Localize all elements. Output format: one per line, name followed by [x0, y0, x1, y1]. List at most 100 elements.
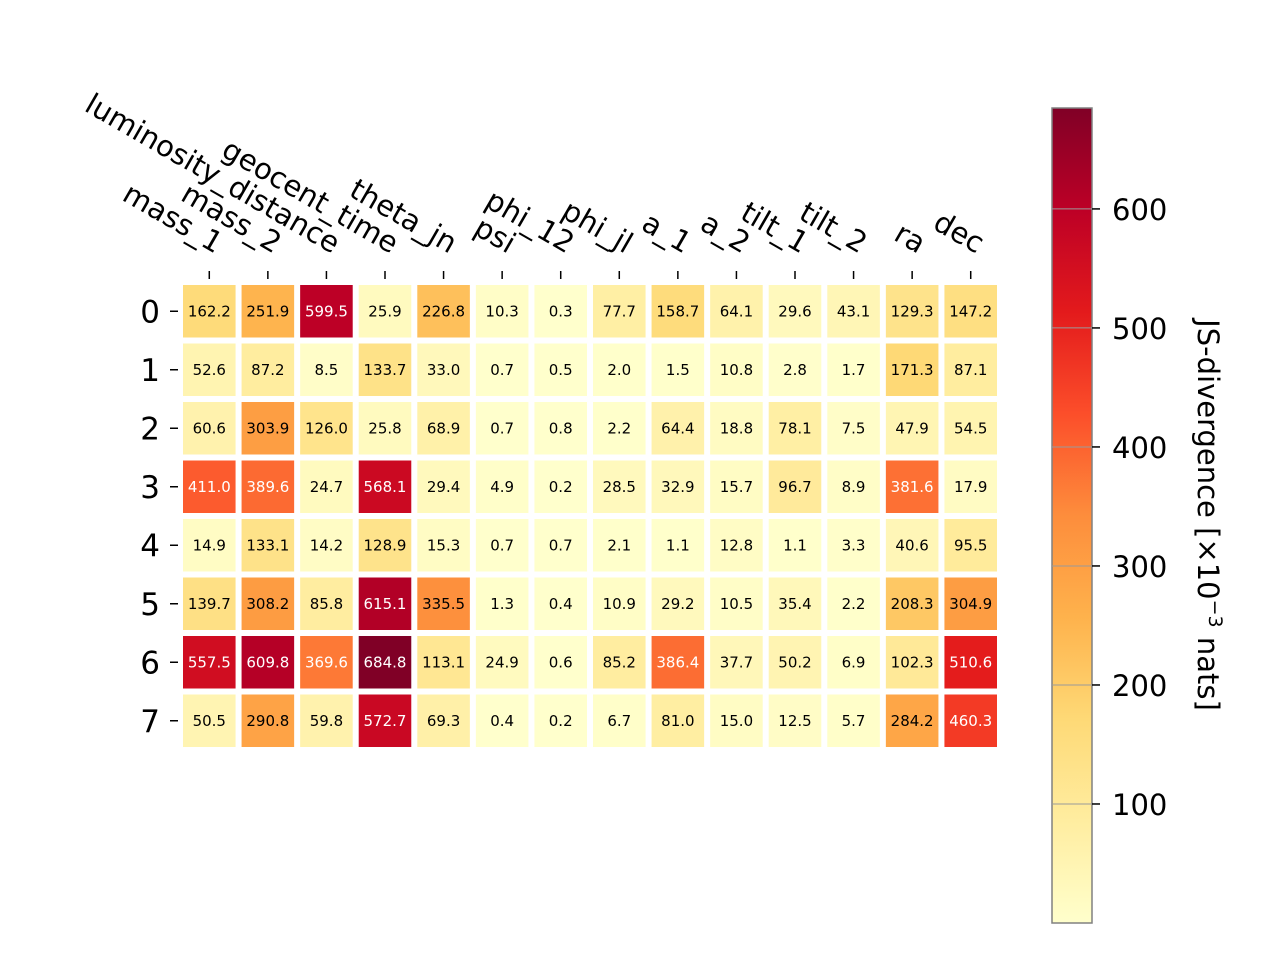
heatmap-cell: [241, 577, 295, 630]
cell-value-label: 14.2: [310, 536, 343, 554]
cell-value-label: 303.9: [246, 419, 289, 437]
heatmap-cell: [358, 285, 412, 338]
cell-value-label: 68.9: [427, 419, 460, 437]
cell-value-label: 0.7: [490, 536, 514, 554]
heatmap-cell: [183, 460, 236, 513]
heatmap-cell: [534, 577, 587, 630]
cell-value-label: 10.5: [720, 595, 753, 613]
heatmap-cell: [417, 519, 470, 572]
heatmap-cell: [300, 402, 353, 455]
heatmap-cell: [944, 402, 997, 455]
heatmap-cell: [827, 402, 880, 455]
cell-value-label: 15.0: [720, 712, 753, 730]
heatmap-cell: [710, 343, 763, 396]
heatmap-cell: [475, 694, 529, 747]
heatmap-cell: [300, 636, 353, 689]
heatmap-cell: [300, 694, 353, 747]
heatmap-cell: [768, 636, 822, 689]
cell-value-label: 568.1: [364, 478, 407, 496]
colorbar-ticks: 100 200 300 400 500 600: [1052, 193, 1167, 822]
heatmap-cell: [885, 577, 939, 630]
heatmap-cell: [534, 402, 587, 455]
heatmap-cell: [885, 402, 939, 455]
heatmap-cell: [475, 519, 529, 572]
heatmap-cell: [358, 694, 412, 747]
heatmap-cell: [768, 460, 822, 513]
heatmap-cell: [241, 694, 295, 747]
colorbar-label: JS-divergence [×10−3 nats]: [1191, 317, 1226, 711]
heatmap-cell: [827, 577, 880, 630]
heatmap-cell: [593, 343, 646, 396]
cell-value-label: 0.5: [549, 361, 573, 379]
heatmap-cell: [417, 285, 470, 338]
cell-value-label: 129.3: [891, 302, 934, 320]
heatmap-cell: [593, 636, 646, 689]
cell-value-label: 0.2: [549, 712, 573, 730]
cell-value-label: 64.1: [720, 302, 753, 320]
cell-value-label: 1.7: [842, 361, 866, 379]
cell-value-label: 133.1: [246, 536, 289, 554]
heatmap-cell: [885, 694, 939, 747]
cell-value-label: 171.3: [891, 361, 934, 379]
cell-value-label: 52.6: [193, 361, 226, 379]
heatmap-cell: [651, 460, 705, 513]
heatmap-cell: [944, 460, 997, 513]
heatmap-cell: [417, 402, 470, 455]
cell-value-label: 15.3: [427, 536, 460, 554]
heatmap-cell: [183, 285, 236, 338]
heatmap-cell: [241, 460, 295, 513]
heatmap-cell: [417, 694, 470, 747]
heatmap-cell: [827, 285, 880, 338]
cell-value-label: 4.9: [490, 478, 514, 496]
cell-value-label: 17.9: [954, 478, 987, 496]
heatmap-cell: [944, 343, 997, 396]
cell-value-label: 59.8: [310, 712, 343, 730]
y-tick-label: 4: [140, 528, 160, 564]
cell-value-label: 557.5: [188, 653, 231, 671]
cell-value-label: 133.7: [364, 361, 407, 379]
heatmap-cell: [183, 519, 236, 572]
cell-value-label: 40.6: [895, 536, 928, 554]
cell-value-label: 599.5: [305, 302, 348, 320]
heatmap-cell: [300, 460, 353, 513]
heatmap-cell: [300, 343, 353, 396]
heatmap-cells: 162.2 251.9 599.5 25.9 226.8 10.3 0.3 77.7 158.7…: [183, 285, 997, 747]
heatmap-cell: [768, 577, 822, 630]
y-tick-label: 2: [140, 411, 160, 447]
cell-value-label: 102.3: [891, 653, 934, 671]
heatmap-cell: [183, 577, 236, 630]
heatmap-cell: [534, 519, 587, 572]
cell-value-label: 10.9: [603, 595, 636, 613]
heatmap-cell: [768, 694, 822, 747]
x-tick-label: tilt_2: [794, 195, 873, 260]
heatmap-cell: [768, 519, 822, 572]
cell-value-label: 1.1: [783, 536, 807, 554]
heatmap-cell: [885, 519, 939, 572]
cell-value-label: 96.7: [778, 478, 811, 496]
y-tick-label: 6: [140, 645, 160, 681]
cell-value-label: 304.9: [949, 595, 992, 613]
cell-value-label: 2.0: [607, 361, 631, 379]
heatmap-cell: [534, 343, 587, 396]
heatmap-cell: [475, 636, 529, 689]
cell-value-label: 572.7: [364, 712, 407, 730]
heatmap-cell: [593, 694, 646, 747]
heatmap-cell: [593, 460, 646, 513]
cell-value-label: 2.2: [842, 595, 866, 613]
cell-value-label: 6.9: [842, 653, 866, 671]
heatmap-cell: [358, 460, 412, 513]
colorbar-tick-label: 500: [1112, 312, 1167, 346]
cell-value-label: 251.9: [246, 302, 289, 320]
heatmap-cell: [768, 285, 822, 338]
heatmap-cell: [651, 343, 705, 396]
heatmap-cell: [827, 636, 880, 689]
cell-value-label: 77.7: [603, 302, 636, 320]
cell-value-label: 158.7: [656, 302, 699, 320]
cell-value-label: 0.7: [549, 536, 573, 554]
heatmap-cell: [358, 343, 412, 396]
x-tick-label: dec: [928, 205, 990, 261]
heatmap-cell: [885, 343, 939, 396]
heatmap-cell: [241, 519, 295, 572]
cell-value-label: 28.5: [603, 478, 636, 496]
